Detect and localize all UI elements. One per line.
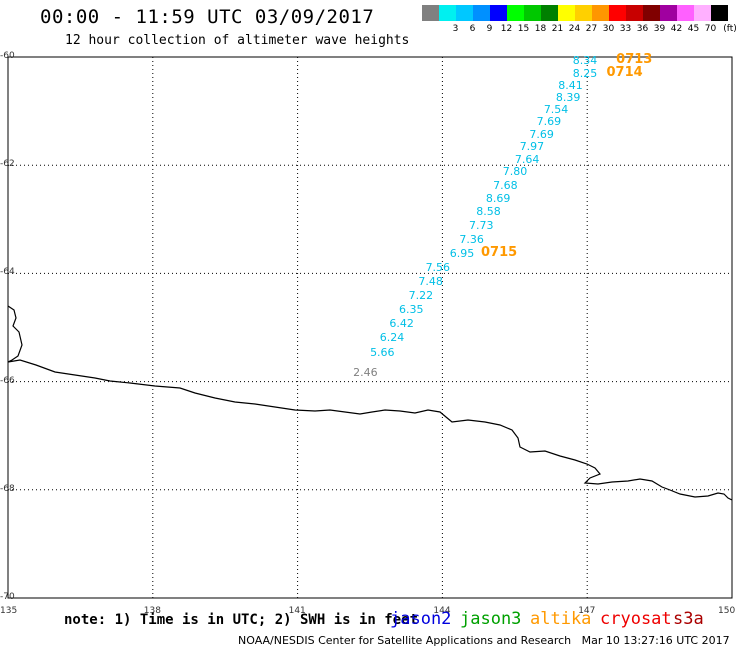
time-label: 0715: [481, 244, 518, 260]
scale-unit: (ft): [723, 24, 737, 34]
swh-value: 7.36: [459, 233, 484, 247]
satellite-cryosat: cryosat: [600, 609, 672, 629]
scale-swatch: [490, 5, 507, 21]
swh-value: 7.69: [529, 127, 554, 141]
swh-value: 5.66: [370, 345, 395, 359]
swh-value: 6.24: [379, 331, 405, 345]
swh-value: 7.69: [536, 115, 562, 129]
lon-tick-label: 144: [433, 606, 451, 616]
lat-tick-label: -70: [0, 592, 15, 602]
lon-tick-label: 141: [288, 606, 306, 616]
scale-swatch: [541, 5, 558, 21]
lat-tick-label: -64: [0, 267, 15, 278]
map-subtitle: 12 hour collection of altimeter wave hei…: [65, 33, 410, 48]
scale-label: 9: [486, 24, 493, 34]
swh-value: 6.95: [449, 246, 475, 260]
swh-value: 7.97: [519, 140, 545, 154]
scale-label: 39: [653, 24, 666, 34]
scale-swatch: [575, 5, 592, 21]
coastline: [7, 305, 733, 501]
scale-label: 21: [551, 24, 564, 34]
scale-label: 15: [517, 24, 530, 34]
scale-label: 3: [452, 24, 459, 34]
scale-swatch: [422, 5, 439, 21]
swh-value: 2.46: [353, 366, 378, 380]
lat-tick-label: -62: [0, 159, 15, 170]
scale-swatch: [643, 5, 660, 21]
lat-tick-label: -66: [0, 375, 15, 386]
swh-value: 7.68: [493, 179, 518, 193]
scale-swatch: [660, 5, 677, 21]
swh-value: 8.58: [476, 204, 501, 218]
swh-value: 7.54: [543, 102, 569, 116]
swh-value: 8.41: [558, 78, 583, 92]
swh-value: 6.35: [399, 302, 424, 316]
scale-swatch: [609, 5, 626, 21]
time-label: 0714: [606, 65, 643, 81]
scale-label: 24: [568, 24, 581, 34]
scale-label: 12: [500, 24, 513, 34]
swh-value: 6.42: [389, 316, 414, 330]
scale-swatch: [677, 5, 694, 21]
scale-swatch: [694, 5, 711, 21]
scale-label: 42: [670, 24, 683, 34]
lon-tick-label: 147: [578, 606, 596, 616]
time-label: 0713: [616, 51, 653, 67]
swh-value: 8.25: [572, 67, 598, 81]
swh-value: 7.73: [469, 218, 494, 232]
swh-value: 7.48: [418, 274, 443, 288]
scale-swatch: [592, 5, 609, 21]
lon-tick-label: 135: [0, 606, 18, 616]
scale-swatch: [456, 5, 473, 21]
satellite-jason2: jason2: [390, 609, 452, 629]
scale-label: 36: [636, 24, 649, 34]
scale-swatch: [524, 5, 541, 21]
map-title: 00:00 - 11:59 UTC 03/09/2017: [40, 6, 375, 28]
scale-label: 33: [619, 24, 632, 34]
scale-swatch: [626, 5, 643, 21]
scale-label: 27: [585, 24, 598, 34]
footer-source: NOAA/NESDIS Center for Satellite Applica…: [238, 634, 572, 647]
satellite-jason3: jason3: [460, 609, 522, 629]
scale-label: 45: [687, 24, 700, 34]
swh-value: 8.39: [555, 91, 581, 105]
footer-timestamp: Mar 10 13:27:16 UTC 2017: [581, 634, 730, 647]
swh-value: 7.80: [502, 165, 528, 179]
map-frame: [7, 56, 733, 599]
scale-swatch: [473, 5, 490, 21]
lat-tick-label: -60: [0, 51, 15, 61]
lon-tick-label: 150: [718, 606, 736, 616]
swh-value: 7.22: [408, 289, 434, 303]
satellite-altika: altika: [530, 609, 592, 629]
scale-label: 18: [534, 24, 547, 34]
swh-value: 7.56: [425, 261, 451, 275]
swh-value: 8.34: [572, 53, 598, 67]
satellite-s3a: s3a: [673, 609, 704, 629]
scale-swatch: [711, 5, 728, 21]
lat-tick-label: -68: [0, 483, 15, 494]
swh-value: 7.64: [514, 152, 540, 166]
lon-tick-label: 138: [143, 606, 161, 616]
scale-swatch: [439, 5, 456, 21]
units-note: note: 1) Time is in UTC; 2) SWH is in fe…: [64, 612, 419, 628]
scale-swatch: [507, 5, 524, 21]
scale-label: 70: [704, 24, 717, 34]
scale-swatch: [558, 5, 575, 21]
swh-value: 8.69: [485, 191, 511, 205]
footer: NOAA/NESDIS Center for Satellite Applica…: [238, 634, 730, 647]
scale-label: 6: [469, 24, 476, 34]
scale-label: 30: [602, 24, 615, 34]
